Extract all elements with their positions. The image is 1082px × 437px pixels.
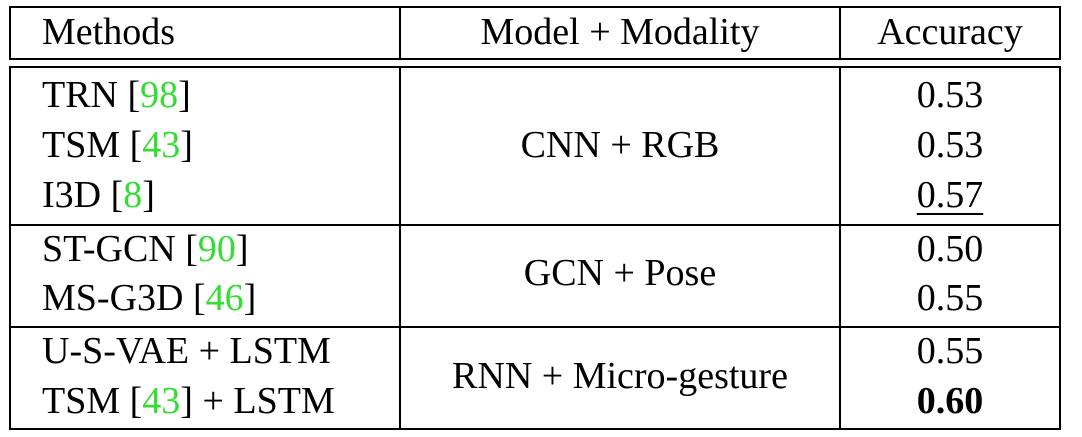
method-cell: MS-G3D [46] <box>42 277 257 319</box>
col1-divider-header <box>399 6 401 60</box>
header-accuracy: Accuracy <box>877 11 1023 53</box>
method-cell: U-S-VAE + LSTM <box>42 330 331 372</box>
citation-link[interactable]: 43 <box>142 380 181 422</box>
group2-bottom-border <box>9 326 1061 328</box>
accuracy-cell: 0.50 <box>916 228 984 270</box>
method-cell: I3D [8] <box>42 174 155 216</box>
header-bottom-border <box>9 58 1061 60</box>
col2-divider-body <box>839 66 841 430</box>
citation-link[interactable]: 90 <box>197 228 236 270</box>
method-cell: TSM [43] + LSTM <box>42 380 335 422</box>
col1-divider-body <box>399 66 401 430</box>
accuracy-second-best: 0.57 <box>916 174 984 216</box>
accuracy-cell: 0.53 <box>916 124 984 166</box>
accuracy-cell: 0.57 <box>841 173 1059 217</box>
col2-divider-header <box>839 6 841 60</box>
accuracy-cell: 0.53 <box>916 74 984 116</box>
header-model-modality: Model + Modality <box>480 11 760 53</box>
citation-link[interactable]: 43 <box>142 124 181 166</box>
group1-bottom-border <box>9 224 1061 226</box>
method-cell: ST-GCN [90] <box>42 228 249 270</box>
accuracy-cell: 0.55 <box>916 277 984 319</box>
accuracy-cell: 0.60 <box>841 379 1059 423</box>
model-modality-cell: GCN + Pose <box>523 252 717 294</box>
table-bottom-border <box>9 428 1061 430</box>
left-border-body <box>9 66 11 430</box>
method-cell: TSM [43] <box>42 124 193 166</box>
model-modality-cell: RNN + Micro-gesture <box>452 355 788 397</box>
model-modality-cell: CNN + RGB <box>520 124 720 166</box>
accuracy-best: 0.60 <box>916 380 984 422</box>
body-top-border <box>9 66 1061 68</box>
accuracy-cell: 0.55 <box>916 330 984 372</box>
table-top-border <box>9 6 1061 8</box>
header-methods: Methods <box>42 11 175 53</box>
citation-link[interactable]: 46 <box>205 277 244 319</box>
left-border-header <box>9 6 11 60</box>
method-cell: TRN [98] <box>42 74 191 116</box>
right-border-header <box>1059 6 1061 60</box>
citation-link[interactable]: 8 <box>123 174 143 216</box>
citation-link[interactable]: 98 <box>140 74 179 116</box>
right-border-body <box>1059 66 1061 430</box>
